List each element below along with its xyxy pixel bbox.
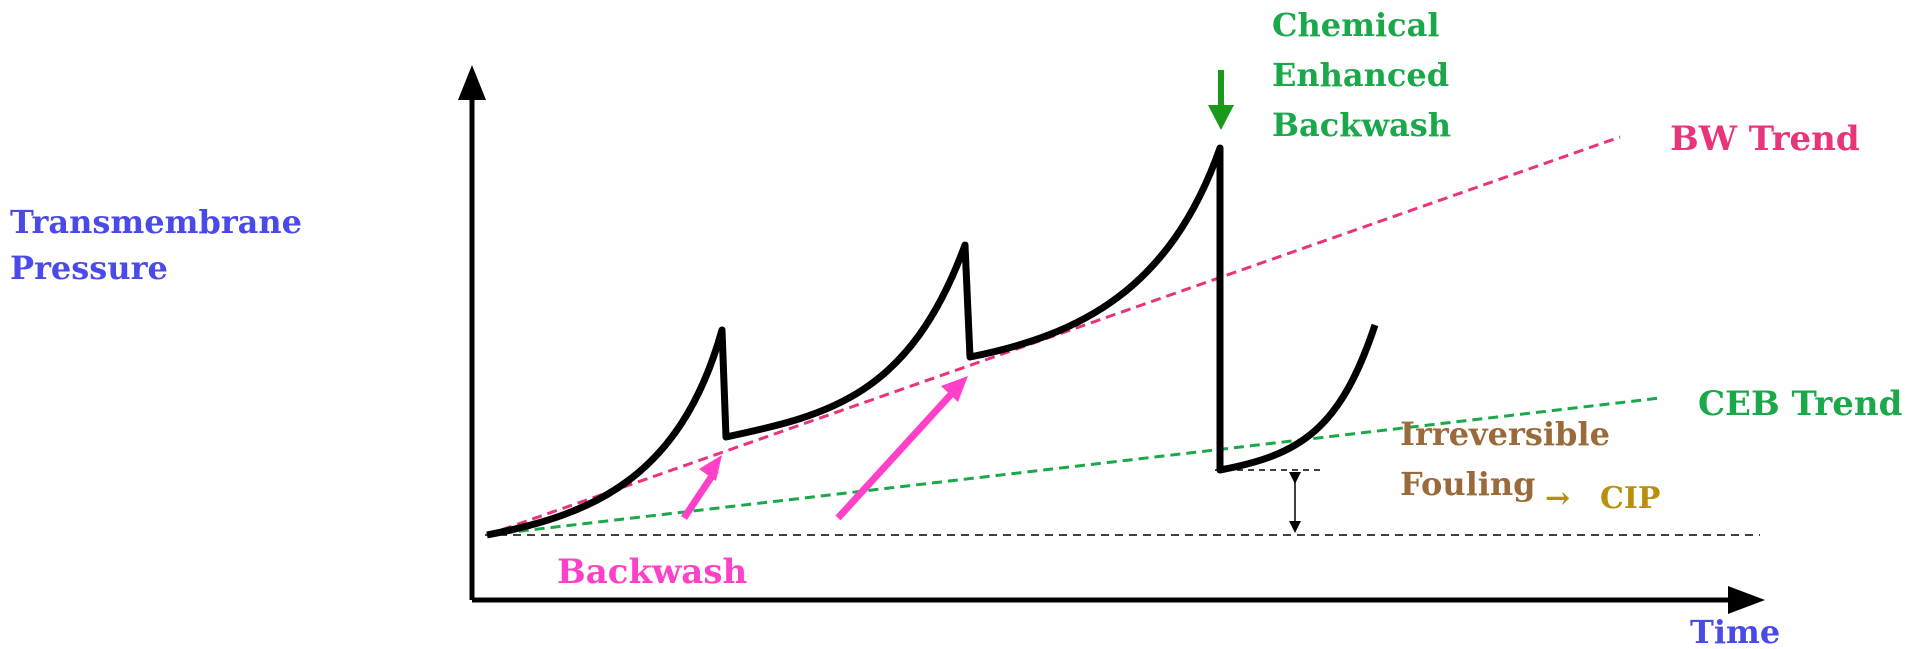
y-axis-label-line1: Transmembrane [10, 203, 302, 241]
ceb-label-line2: Enhanced [1272, 56, 1449, 94]
backwash-arrowhead-1 [699, 455, 722, 481]
x-axis-label: Time [1690, 613, 1780, 649]
backwash-arrow-2 [835, 387, 958, 521]
y-axis-arrowhead [458, 65, 486, 100]
backwash-arrow-1 [681, 468, 719, 520]
ceb-label-line1: Chemical [1272, 6, 1439, 44]
ceb-trend-label: CEB Trend [1698, 384, 1902, 424]
y-axis-label-line2: Pressure [10, 249, 168, 287]
ceb-down-arrowhead [1208, 105, 1234, 130]
ceb-label-line3: Backwash [1272, 106, 1451, 144]
irreversible-label-line1: Irreversible [1400, 415, 1610, 453]
ceb-trend-line [486, 396, 1661, 537]
irreversible-label-line2: Fouling [1400, 465, 1536, 503]
x-axis-arrowhead [1728, 586, 1765, 614]
cip-label: CIP [1600, 481, 1660, 516]
backwash-label: Backwash [557, 552, 747, 592]
tmp-curve [486, 144, 1379, 539]
cip-arrow-glyph: → [1545, 481, 1570, 516]
backwash-arrowhead-2 [941, 376, 968, 402]
bw-trend-label: BW Trend [1670, 119, 1860, 159]
